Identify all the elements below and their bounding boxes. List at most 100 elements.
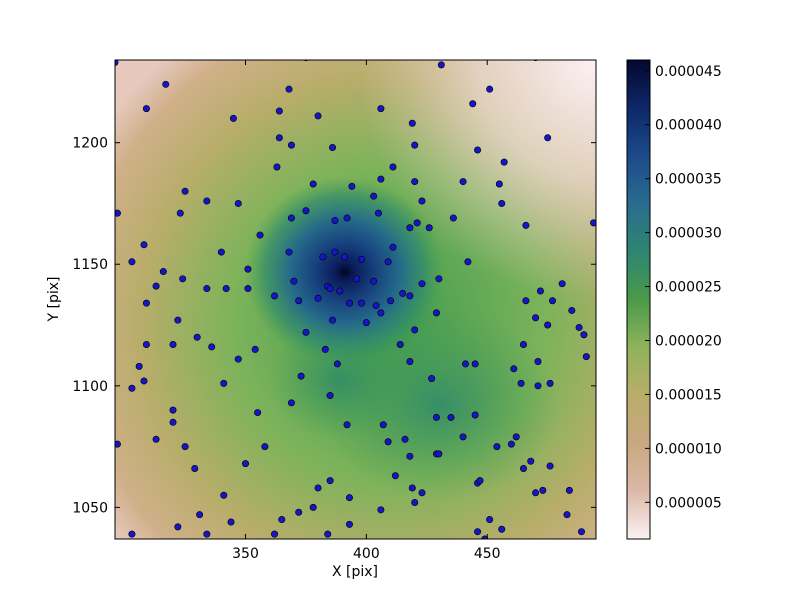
data-point xyxy=(558,280,566,288)
data-point xyxy=(324,530,332,538)
data-point xyxy=(203,285,211,293)
data-point xyxy=(387,297,395,305)
data-point xyxy=(287,214,295,222)
data-point xyxy=(377,175,385,183)
data-point xyxy=(302,328,310,336)
data-point xyxy=(449,214,457,222)
data-point xyxy=(476,477,484,485)
data-point xyxy=(115,209,121,217)
data-point xyxy=(128,384,136,392)
data-point xyxy=(331,248,339,256)
data-point xyxy=(142,340,150,348)
data-point xyxy=(548,297,556,305)
data-point xyxy=(297,372,305,380)
data-point xyxy=(314,112,322,120)
data-point xyxy=(321,345,329,353)
data-point xyxy=(493,443,501,451)
data-point xyxy=(471,411,479,419)
data-point xyxy=(500,158,508,166)
data-point xyxy=(140,377,148,385)
data-point xyxy=(418,197,426,205)
data-point xyxy=(251,345,259,353)
colorbar xyxy=(626,59,651,540)
data-point xyxy=(498,199,506,207)
data-point xyxy=(406,452,414,460)
data-point xyxy=(401,435,409,443)
data-point xyxy=(411,141,419,149)
data-point xyxy=(254,409,262,417)
data-point xyxy=(285,85,293,93)
data-point xyxy=(345,520,353,528)
data-point xyxy=(435,450,443,458)
y-tick-label: 1200 xyxy=(72,136,108,152)
data-point xyxy=(326,285,334,293)
data-point xyxy=(169,406,177,414)
data-point xyxy=(486,85,494,93)
data-point xyxy=(302,207,310,215)
data-point xyxy=(273,163,281,171)
data-point xyxy=(408,484,416,492)
data-point xyxy=(326,392,334,400)
data-point xyxy=(152,282,160,290)
data-point xyxy=(142,299,150,307)
data-point xyxy=(534,382,542,390)
data-point xyxy=(391,472,399,480)
y-tick-label: 1100 xyxy=(72,379,108,395)
colorbar-tick-label: 0.000010 xyxy=(655,441,722,457)
data-point xyxy=(191,464,199,472)
data-point xyxy=(486,516,494,524)
data-point xyxy=(128,530,136,538)
data-point xyxy=(384,438,392,446)
data-point xyxy=(345,299,353,307)
data-point xyxy=(406,292,414,300)
data-point xyxy=(278,516,286,524)
data-point xyxy=(532,314,540,322)
data-point xyxy=(418,489,426,497)
data-point xyxy=(331,216,339,224)
colorbar-tick-label: 0.000040 xyxy=(655,118,722,134)
data-point xyxy=(459,178,467,186)
data-point xyxy=(244,265,252,273)
data-point xyxy=(285,248,293,256)
data-point xyxy=(370,192,378,200)
data-point xyxy=(532,489,540,497)
data-point xyxy=(261,443,269,451)
data-point xyxy=(534,358,542,366)
data-point xyxy=(389,243,397,251)
x-tick-label: 400 xyxy=(353,546,380,562)
data-point xyxy=(377,506,385,514)
data-point xyxy=(271,530,279,538)
data-point xyxy=(174,316,182,324)
data-point xyxy=(169,340,177,348)
data-point xyxy=(348,182,356,190)
data-point xyxy=(411,499,419,507)
data-point xyxy=(432,413,440,421)
data-point xyxy=(474,528,482,536)
colorbar-tick-label: 0.000035 xyxy=(655,172,722,188)
data-point xyxy=(275,134,283,142)
data-point xyxy=(333,360,341,368)
data-point xyxy=(510,365,518,373)
data-point xyxy=(575,323,583,331)
data-point xyxy=(358,255,366,263)
data-point xyxy=(411,178,419,186)
data-point xyxy=(362,319,370,327)
data-point xyxy=(140,241,148,249)
data-point xyxy=(428,375,436,383)
data-point xyxy=(399,289,407,297)
data-point xyxy=(242,460,250,468)
data-point xyxy=(256,231,264,239)
data-point xyxy=(176,209,184,217)
scatter-points xyxy=(115,60,596,539)
data-point xyxy=(343,421,351,429)
data-point xyxy=(217,248,225,256)
data-point xyxy=(174,523,182,531)
x-tick-label: 450 xyxy=(474,546,501,562)
data-point xyxy=(377,105,385,113)
data-point xyxy=(498,525,506,533)
data-point xyxy=(115,440,121,448)
data-point xyxy=(358,299,366,307)
data-point xyxy=(577,528,585,536)
colorbar-tick-label: 0.000020 xyxy=(655,333,722,349)
data-point xyxy=(582,353,590,361)
